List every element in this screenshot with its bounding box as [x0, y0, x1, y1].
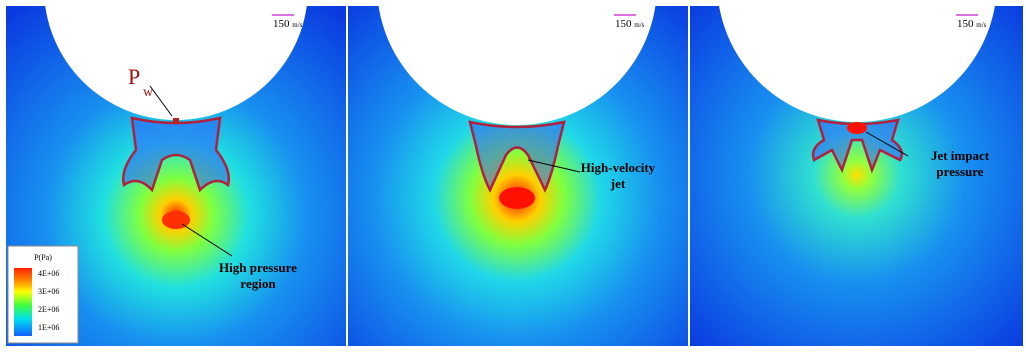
legend-label: 3E+06: [38, 287, 59, 296]
legend-title: P(Pa): [34, 253, 52, 262]
annotation: region: [240, 276, 276, 291]
point-label: P: [128, 64, 140, 89]
legend: P(Pa) 4E+06 3E+06 2E+06 1E+06: [8, 246, 78, 343]
panel: High-velocity jet 150 m/s: [348, 0, 688, 346]
legend-label: 4E+06: [38, 269, 59, 278]
legend-bar: [14, 268, 32, 336]
annotation: jet: [610, 176, 626, 191]
annotation: High-velocity: [581, 160, 656, 175]
panel: Jet impact pressure 150 m/s: [690, 0, 1023, 346]
point-label-sub: w: [143, 85, 154, 100]
marker: [173, 118, 179, 124]
hotspot: [499, 187, 535, 209]
annotation: pressure: [936, 164, 983, 179]
figure: P w High pressure region 150 m/s High-ve…: [0, 0, 1026, 351]
legend-label: 2E+06: [38, 305, 59, 314]
annotation: High pressure: [219, 260, 297, 275]
hotspot: [847, 122, 867, 134]
annotation: Jet impact: [931, 148, 990, 163]
legend-label: 1E+06: [38, 323, 59, 332]
